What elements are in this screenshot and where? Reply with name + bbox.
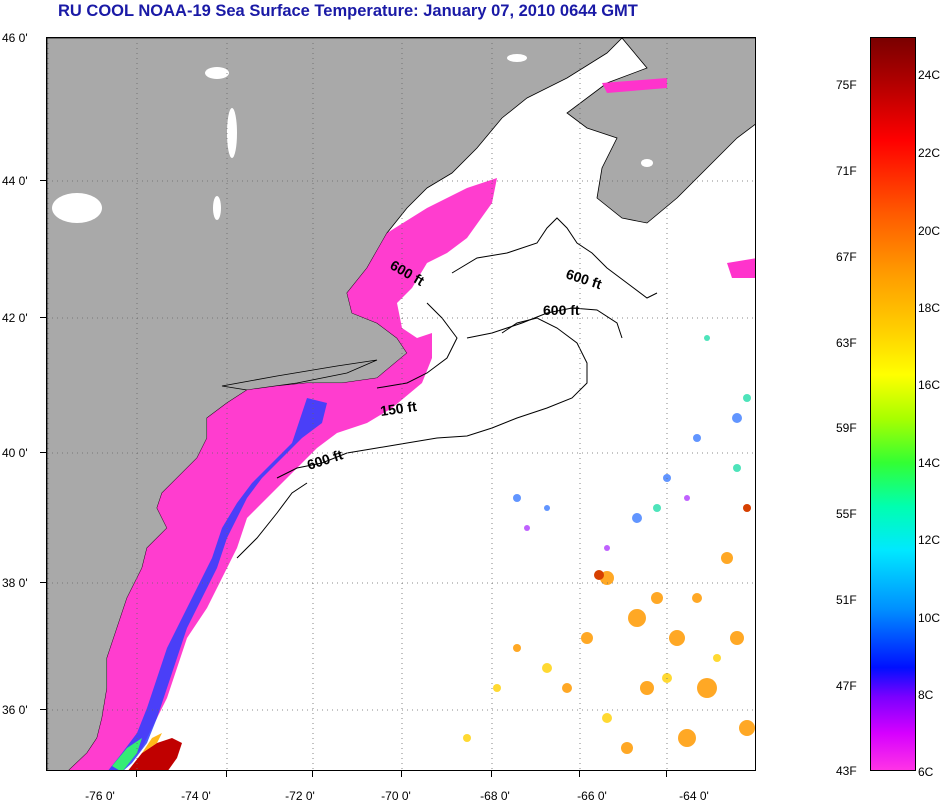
gulf-stream-edge xyxy=(142,733,162,753)
contour-label-600ft-east: 600 ft xyxy=(564,266,604,293)
gulf-stream-green xyxy=(112,738,142,770)
lat-label-36: 36 0' xyxy=(2,703,28,717)
colorbar-label-10c: 10C xyxy=(918,611,941,625)
colorbar-label-71f: 71F xyxy=(836,164,857,178)
cold-shelf-water xyxy=(69,178,497,770)
contour-600ft-coastal xyxy=(236,482,308,559)
colorbar-label-43f: 43F xyxy=(836,764,857,778)
lat-label-44: 44 0' xyxy=(2,174,28,188)
temperature-colorbar xyxy=(870,37,916,771)
lon-label-76: -76 0' xyxy=(85,789,115,803)
lon-label-72: -72 0' xyxy=(285,789,315,803)
lon-label-68: -68 0' xyxy=(480,789,510,803)
lat-label-42: 42 0' xyxy=(2,311,28,325)
map-canvas: 600 ft 600 ft 600 ft 150 ft 600 ft xyxy=(47,38,755,770)
land-long-island xyxy=(221,359,378,391)
offshore-sst-patches xyxy=(463,335,755,754)
colorbar-label-8c: 8C xyxy=(918,688,934,702)
colorbar-label-16c: 16C xyxy=(918,378,941,392)
lon-label-64: -64 0' xyxy=(679,789,709,803)
lon-label-74: -74 0' xyxy=(181,789,211,803)
lat-label-46: 46 0' xyxy=(2,31,28,45)
colorbar-label-12c: 12C xyxy=(918,533,941,547)
contour-600ft-georges xyxy=(466,307,623,339)
inland-lakes xyxy=(52,54,653,223)
cool-shelf-band xyxy=(108,398,327,770)
lon-label-66: -66 0' xyxy=(577,789,607,803)
contour-label-600ft-georges: 600 ft xyxy=(543,302,580,318)
contour-600ft-gulf-of-maine xyxy=(451,217,658,299)
colorbar-label-51f: 51F xyxy=(836,593,857,607)
colorbar-label-47f: 47F xyxy=(836,679,857,693)
colorbar-label-59f: 59F xyxy=(836,421,857,435)
cold-water-patch-east xyxy=(727,258,755,278)
contour-label-150ft: 150 ft xyxy=(379,398,418,419)
lat-lon-grid xyxy=(47,38,755,770)
lat-label-38: 38 0' xyxy=(2,576,28,590)
sst-map: 600 ft 600 ft 600 ft 150 ft 600 ft xyxy=(46,37,756,771)
colorbar-label-63f: 63F xyxy=(836,336,857,350)
colorbar-label-22c: 22C xyxy=(918,146,941,160)
colorbar-label-14c: 14C xyxy=(918,456,941,470)
land-nova-scotia xyxy=(566,38,755,224)
map-title: RU COOL NOAA-19 Sea Surface Temperature:… xyxy=(58,2,638,20)
colorbar-label-20c: 20C xyxy=(918,224,941,238)
colorbar-label-24c: 24C xyxy=(918,68,941,82)
colorbar-label-6c: 6C xyxy=(918,765,934,779)
colorbar-label-75f: 75F xyxy=(836,78,857,92)
lon-label-70: -70 0' xyxy=(381,789,411,803)
colorbar-label-67f: 67F xyxy=(836,250,857,264)
colorbar-label-55f: 55F xyxy=(836,507,857,521)
gulf-stream-warm-water xyxy=(128,738,182,770)
cold-water-patch-north xyxy=(602,78,667,93)
lat-label-40: 40 0' xyxy=(2,446,28,460)
colorbar-label-18c: 18C xyxy=(918,301,941,315)
